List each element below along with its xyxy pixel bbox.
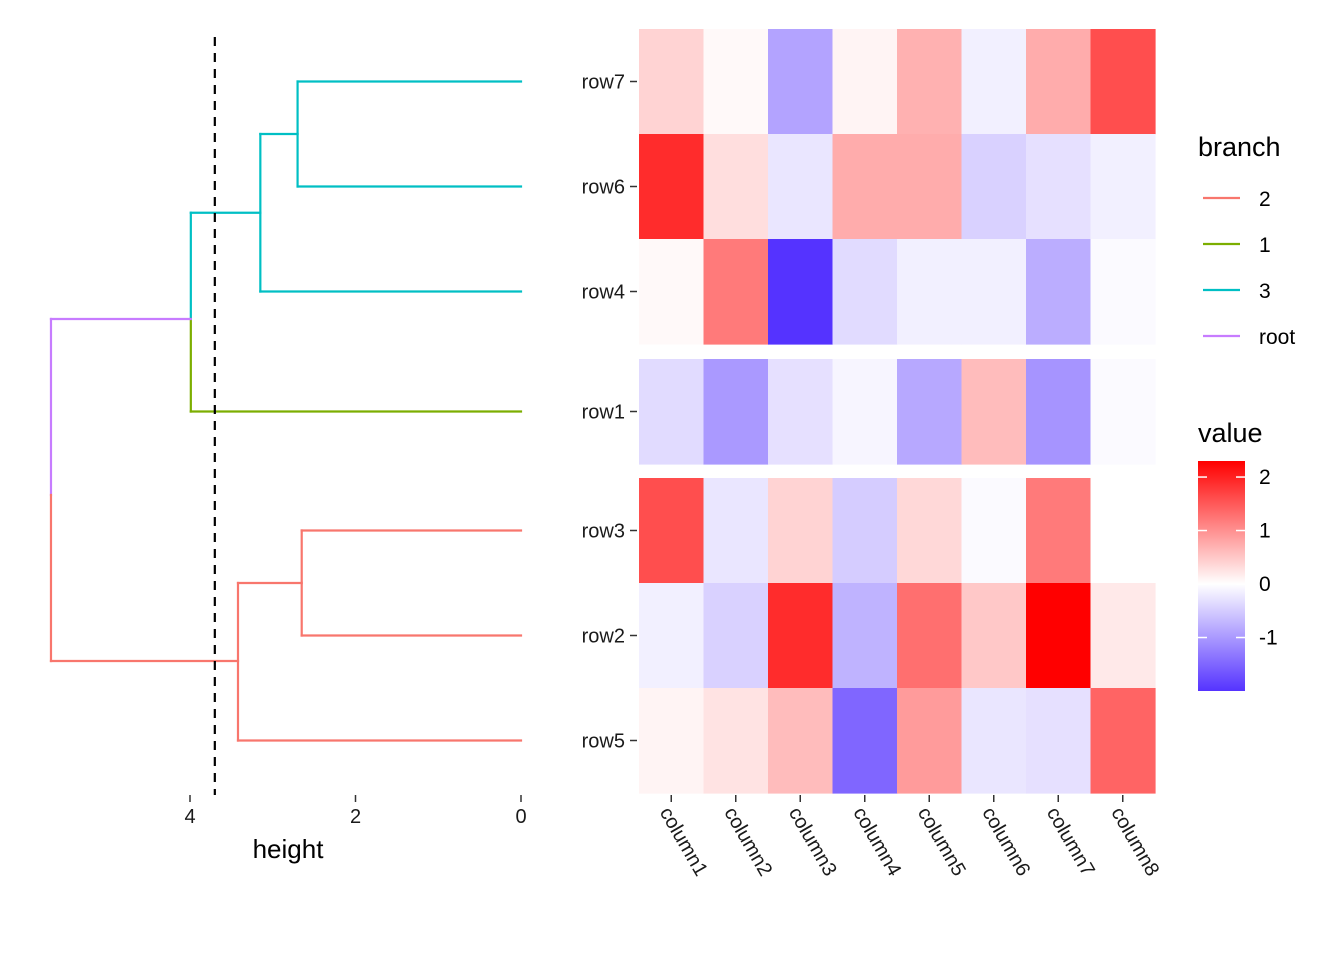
heatmap-cell-row1-column8 bbox=[1090, 359, 1156, 465]
value-legend-tick-label: -1 bbox=[1259, 627, 1278, 650]
heatmap-cell-row2-column8 bbox=[1090, 583, 1156, 689]
heatmap-cell-row7-column4 bbox=[832, 29, 898, 135]
column-label-column2: column2 bbox=[719, 804, 776, 880]
heatmap-cell-row2-column3 bbox=[768, 583, 834, 689]
heatmap-cell-row7-column8 bbox=[1090, 29, 1156, 135]
heatmap-cell-row4-column8 bbox=[1090, 239, 1156, 345]
heatmap-cell-row1-column2 bbox=[703, 359, 769, 465]
dendrogram-x-axis: 4 2 0 bbox=[184, 795, 527, 828]
heatmap-cell-row3-column7 bbox=[1026, 478, 1092, 584]
heatmap-cell-row2-column4 bbox=[832, 583, 898, 689]
heatmap-cell-row7-column5 bbox=[897, 29, 963, 135]
heatmap-cell-row5-column5 bbox=[897, 688, 963, 794]
heatmap-cell-row1-column7 bbox=[1026, 359, 1092, 465]
branch-legend-label-1: 1 bbox=[1259, 234, 1271, 257]
heatmap-cell-row4-column5 bbox=[897, 239, 963, 345]
dendrogram bbox=[49, 37, 523, 795]
branch-legend-label-root: root bbox=[1259, 326, 1295, 349]
heatmap-cell-row2-column2 bbox=[703, 583, 769, 689]
heatmap-cell-row3-column5 bbox=[897, 478, 963, 584]
heatmap-cell-row3-column6 bbox=[961, 478, 1027, 584]
heatmap-cell-row4-column3 bbox=[768, 239, 834, 345]
branch-legend: branch 2 1 3 root bbox=[1198, 132, 1295, 349]
heatmap-cell-row7-column6 bbox=[961, 29, 1027, 135]
heatmap-cell-row3-column3 bbox=[768, 478, 834, 584]
column-label-column8: column8 bbox=[1106, 804, 1163, 880]
heatmap-cell-row6-column4 bbox=[832, 134, 898, 240]
heatmap-cell-row5-column7 bbox=[1026, 688, 1092, 794]
value-colorbar bbox=[1198, 461, 1245, 691]
row-label-row7: row7 bbox=[582, 72, 625, 94]
heatmap-cell-row1-column6 bbox=[961, 359, 1027, 465]
heatmap-cell-row2-column1 bbox=[639, 583, 705, 689]
value-legend-tick-label: 1 bbox=[1259, 520, 1271, 543]
column-label-column1: column1 bbox=[655, 804, 712, 880]
heatmap-cell-row6-column2 bbox=[703, 134, 769, 240]
column-label-column4: column4 bbox=[848, 804, 905, 880]
heatmap-cell-row7-column7 bbox=[1026, 29, 1092, 135]
dendrogram-x-tick-label: 0 bbox=[515, 806, 526, 828]
heatmap-cell-row7-column3 bbox=[768, 29, 834, 135]
heatmap-cell-row4-column4 bbox=[832, 239, 898, 345]
heatmap-cell-row2-column7 bbox=[1026, 583, 1092, 689]
row-label-row1: row1 bbox=[582, 402, 625, 424]
heatmap-column-labels: column1 column2 column3 column4 column5 colum… bbox=[655, 795, 1163, 880]
row-label-row6: row6 bbox=[582, 177, 625, 199]
dendrogram-x-tick-label: 4 bbox=[184, 806, 195, 828]
heatmap-cell-row3-column2 bbox=[703, 478, 769, 584]
heatmap-cell-row1-column4 bbox=[832, 359, 898, 465]
heatmap-cell-row3-column1 bbox=[639, 478, 705, 584]
heatmap-cell-row5-column1 bbox=[639, 688, 705, 794]
heatmap-cell-row4-column7 bbox=[1026, 239, 1092, 345]
heatmap-cell-row4-column1 bbox=[639, 239, 705, 345]
heatmap-cell-row5-column4 bbox=[832, 688, 898, 794]
heatmap-cell-row2-column6 bbox=[961, 583, 1027, 689]
heatmap-cell-row6-column8 bbox=[1090, 134, 1156, 240]
column-label-column3: column3 bbox=[784, 804, 841, 880]
heatmap-cell-row6-column3 bbox=[768, 134, 834, 240]
heatmap-cell-row1-column5 bbox=[897, 359, 963, 465]
heatmap-cell-row1-column1 bbox=[639, 359, 705, 465]
heatmap-row-labels: row7 row6 row4 row1 row3 row2 row5 bbox=[582, 72, 637, 753]
value-legend-tick-label: 2 bbox=[1259, 466, 1271, 489]
row-label-row3: row3 bbox=[582, 521, 625, 543]
heatmap bbox=[639, 29, 1156, 794]
heatmap-cell-row3-column4 bbox=[832, 478, 898, 584]
branch-legend-label-2: 2 bbox=[1259, 188, 1271, 211]
heatmap-cell-row6-column7 bbox=[1026, 134, 1092, 240]
column-label-column7: column7 bbox=[1042, 804, 1099, 880]
column-label-column6: column6 bbox=[977, 804, 1034, 880]
branch-legend-title: branch bbox=[1198, 132, 1281, 162]
value-legend-title: value bbox=[1198, 418, 1263, 448]
dendrogram-x-tick-label: 2 bbox=[350, 806, 361, 828]
column-label-column5: column5 bbox=[913, 804, 970, 880]
heatmap-cell-row5-column8 bbox=[1090, 688, 1156, 794]
heatmap-cell-row6-column5 bbox=[897, 134, 963, 240]
heatmap-cell-row2-column5 bbox=[897, 583, 963, 689]
heatmap-cell-row6-column6 bbox=[961, 134, 1027, 240]
dendrogram-x-axis-title: height bbox=[253, 834, 325, 864]
heatmap-cell-row1-column3 bbox=[768, 359, 834, 465]
heatmap-cell-row6-column1 bbox=[639, 134, 705, 240]
heatmap-cell-row7-column1 bbox=[639, 29, 705, 135]
heatmap-cell-row5-column2 bbox=[703, 688, 769, 794]
value-legend: value 2 1 0 -1 bbox=[1198, 418, 1278, 691]
heatmap-cell-row5-column6 bbox=[961, 688, 1027, 794]
heatmap-cell-row5-column3 bbox=[768, 688, 834, 794]
row-label-row4: row4 bbox=[582, 282, 625, 304]
value-legend-tick-label: 0 bbox=[1259, 573, 1271, 596]
row-label-row5: row5 bbox=[582, 731, 625, 753]
heatmap-cell-row3-column8 bbox=[1090, 478, 1156, 584]
branch-legend-label-3: 3 bbox=[1259, 280, 1271, 303]
heatmap-cell-row7-column2 bbox=[703, 29, 769, 135]
heatmap-cell-row4-column2 bbox=[703, 239, 769, 345]
row-label-row2: row2 bbox=[582, 626, 625, 648]
heatmap-cell-row4-column6 bbox=[961, 239, 1027, 345]
